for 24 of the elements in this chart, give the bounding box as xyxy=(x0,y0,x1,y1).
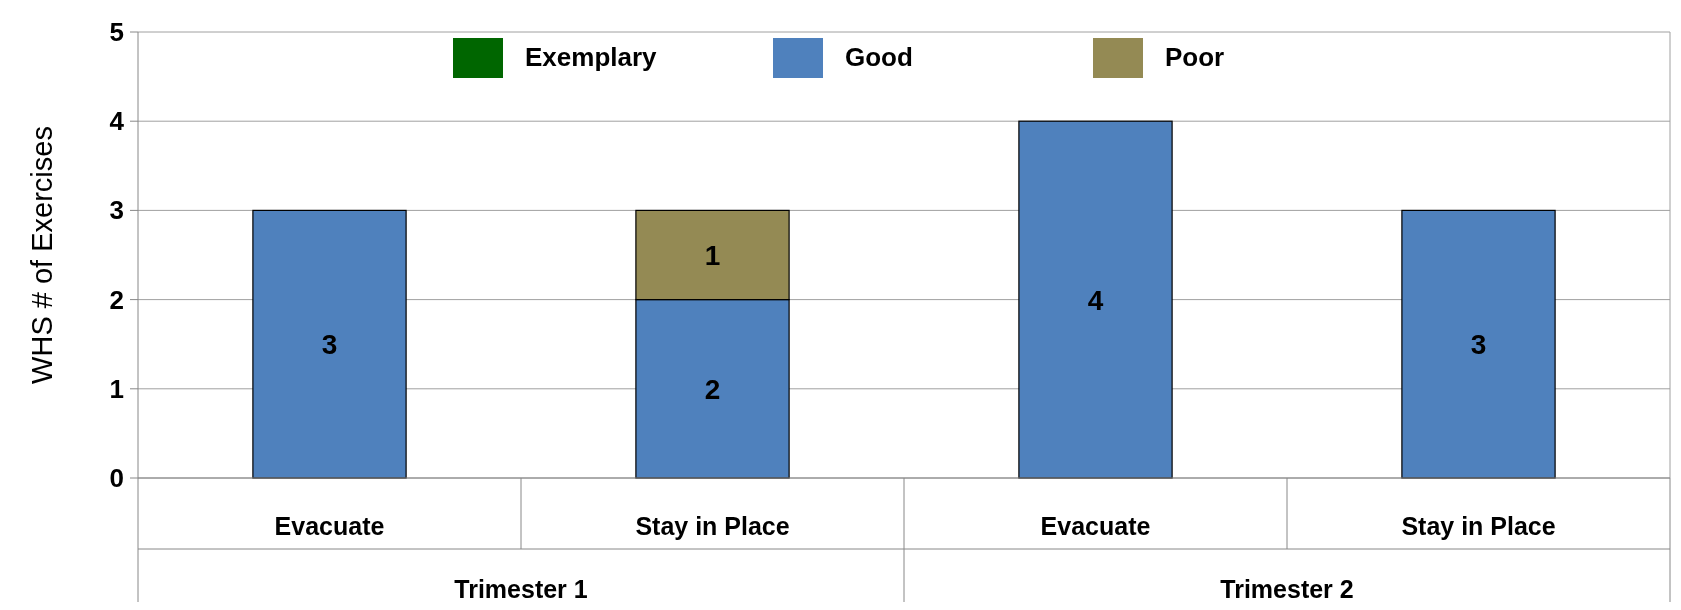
x-tick-label: Stay in Place xyxy=(635,512,790,540)
y-tick-label: 4 xyxy=(109,106,125,137)
x-tick-label: Stay in Place xyxy=(1401,512,1556,540)
data-label: 3 xyxy=(321,329,338,361)
legend-label: Poor xyxy=(1165,42,1225,72)
data-label: 3 xyxy=(1470,329,1487,361)
data-label: 4 xyxy=(1087,284,1104,316)
x-tick-label: Evacuate xyxy=(274,512,385,540)
x-tick-label: Evacuate xyxy=(1040,512,1151,540)
y-tick-label: 0 xyxy=(109,463,124,493)
bar xyxy=(252,209,407,479)
text: Trimester 2 xyxy=(1220,575,1354,603)
y-tick-label: 2 xyxy=(109,284,124,315)
bar xyxy=(1018,120,1173,479)
legend-label: Exemplary xyxy=(525,42,658,72)
data-label: 1 xyxy=(704,240,721,271)
y-tick-label: 1 xyxy=(109,373,124,404)
bar xyxy=(1401,209,1556,479)
text: Trimester 1 xyxy=(454,575,588,603)
data-label: 2 xyxy=(704,373,721,405)
legend-label: Good xyxy=(845,42,913,72)
y-tick-label: 5 xyxy=(109,17,124,47)
y-axis-title: WHS # of Exercises xyxy=(26,126,58,384)
y-tick-label: 3 xyxy=(109,195,124,226)
